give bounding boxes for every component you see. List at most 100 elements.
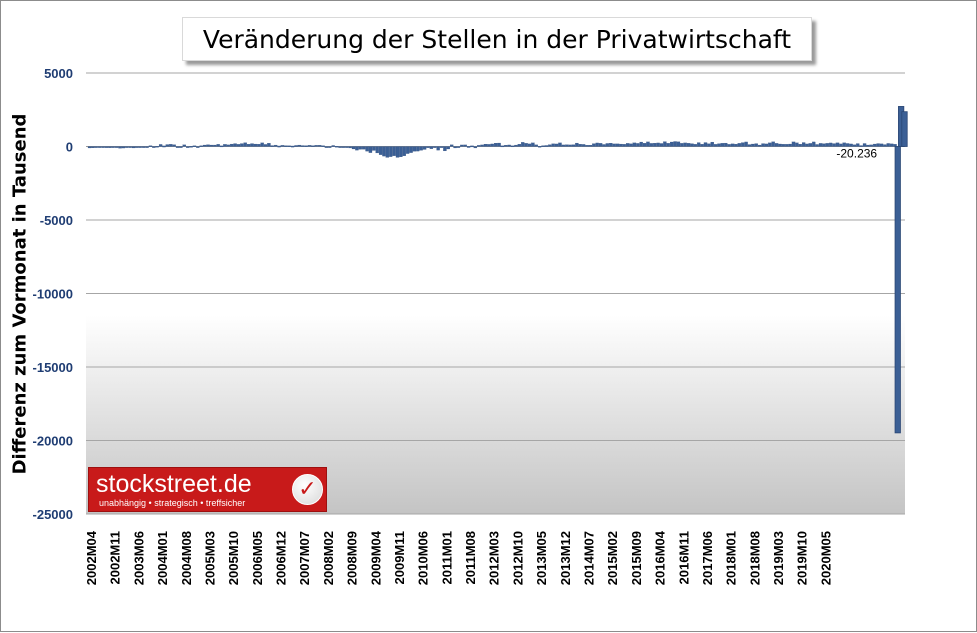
bar [362,146,366,150]
x-tick-label: 2015M09 [629,531,644,585]
bar [142,146,146,148]
bar [575,142,579,147]
bar [815,144,819,147]
bar [477,145,481,147]
bar [395,146,400,158]
bar [321,145,325,147]
bar [700,144,704,147]
x-tick-label: 2005M03 [203,531,218,585]
bar [680,143,684,147]
bar [612,143,616,147]
x-tick-label: 2006M12 [274,531,289,585]
bar [879,143,884,147]
bar [653,143,657,147]
bar [686,143,691,147]
bar [805,143,809,147]
bar [629,143,633,147]
bar [246,144,251,147]
y-tick-label: -25000 [33,507,73,522]
y-tick-label: -20000 [33,434,73,449]
bar [145,146,149,148]
bar [338,146,342,148]
x-tick-label: 2017M06 [700,531,715,585]
bar [483,144,488,147]
bar [741,142,745,147]
bar [500,145,505,148]
bar [443,146,447,152]
x-tick-label: 2010M06 [416,531,431,585]
bar [642,143,647,147]
logo-tagline: unabhängig • strategisch • treffsicher [99,498,246,508]
bar [182,144,186,147]
data-labels: -20.236 [836,147,877,161]
bar [697,142,701,147]
bar [402,146,406,156]
bar [901,111,908,147]
y-axis-ticks: 5000 0 -5000 -10000 -15000 -20000 -25000 [33,66,73,522]
bar [565,144,569,147]
x-tick-label: 2011M08 [463,531,478,585]
bar [825,143,829,147]
x-tick-label: 2009M11 [392,531,407,585]
bar [341,146,346,148]
bar [480,144,484,147]
bar [585,145,589,147]
bar [372,146,376,151]
x-tick-label: 2003M06 [131,531,146,585]
bar [280,145,285,147]
chart-title: Veränderung der Stellen in der Privatwir… [202,24,792,54]
y-tick-label: 0 [66,140,73,155]
bar [125,146,129,148]
bar [538,146,542,148]
bar [812,141,816,147]
bar [328,146,332,148]
x-tick-label: 2007M07 [297,531,312,585]
bar [148,145,153,147]
bar [615,143,620,147]
y-tick-label: 5000 [44,66,73,81]
y-tick-label: -10000 [33,287,73,302]
bar [609,143,613,147]
bar [666,143,670,147]
bar [189,146,193,148]
bar [158,144,163,147]
bar [104,146,109,148]
bar [470,145,474,148]
bar [294,145,298,147]
bar [270,145,274,147]
bar [507,144,511,147]
x-tick-label: 2015M02 [605,531,620,585]
bar [334,146,339,148]
bar [656,142,660,147]
x-tick-label: 2012M10 [510,531,525,585]
bar [213,144,217,147]
bar [466,146,471,148]
bar [801,142,806,147]
bar [849,143,853,147]
bar [808,143,813,147]
bar [778,143,782,147]
bar [446,146,450,150]
bar [558,142,562,147]
x-tick-label: 2016M04 [653,530,668,585]
bar [690,143,694,147]
bar [862,143,867,147]
x-tick-label: 2005M10 [226,531,241,585]
bar [416,146,420,152]
bar [412,146,417,152]
bar [250,143,254,147]
bar [318,145,322,147]
bar [757,144,762,147]
bar [382,146,386,157]
bar [876,143,880,147]
bar [751,143,755,147]
bar [490,143,494,147]
bar [206,144,210,147]
x-tick-label: 2004M01 [155,531,170,585]
bar [676,141,681,147]
bar [531,142,535,147]
bar [839,143,843,147]
bar [155,146,159,148]
